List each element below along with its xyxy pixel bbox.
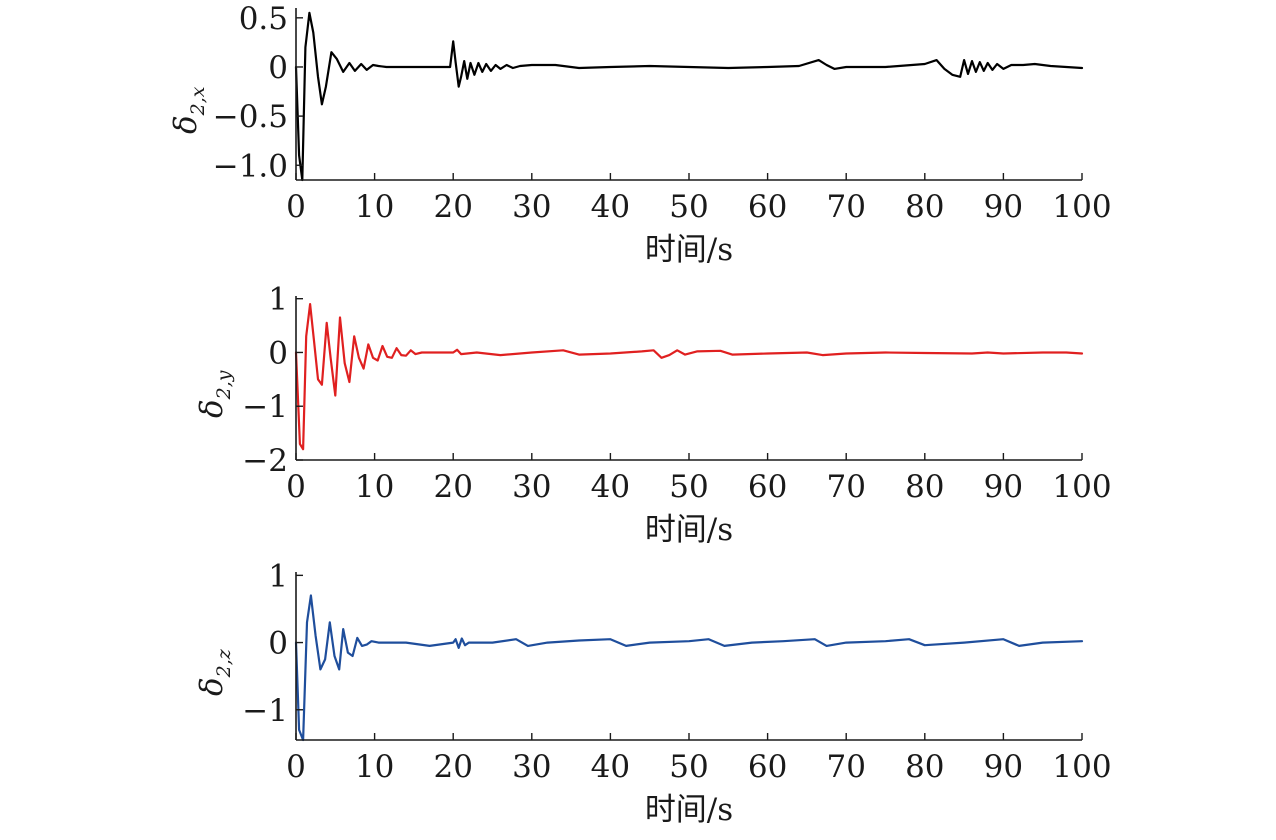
y-tick-label-delta-2x: 0 [268,50,288,86]
x-tick-label-delta-2x: 60 [748,189,787,225]
x-tick-label-delta-2z: 90 [984,749,1023,785]
y-tick-label-delta-2y: −1 [242,389,288,425]
x-tick-label-delta-2y: 40 [591,469,630,505]
x-tick-label-delta-2x: 0 [286,189,306,225]
x-tick-label-delta-2y: 10 [355,469,394,505]
x-tick-label-delta-2z: 0 [286,749,306,785]
x-tick-label-delta-2z: 40 [591,749,630,785]
x-tick-label-delta-2z: 100 [1052,749,1111,785]
x-tick-label-delta-2z: 50 [669,749,708,785]
x-tick-label-delta-2x: 50 [669,189,708,225]
x-axis-label-delta-2y: 时间/s [645,512,733,548]
x-tick-label-delta-2x: 70 [826,189,865,225]
x-tick-label-delta-2x: 90 [984,189,1023,225]
y-tick-label-delta-2z: −1 [242,693,288,729]
y-axis-label-delta-2y: δ2,y [194,370,235,418]
x-tick-label-delta-2y: 100 [1052,469,1111,505]
x-tick-label-delta-2y: 30 [512,469,551,505]
x-tick-label-delta-2x: 20 [433,189,472,225]
series-line-delta-2y [294,303,1084,451]
y-tick-label-delta-2x: −1.0 [213,148,288,184]
y-axis-label-subscript-delta-2z: 2,z [213,648,235,678]
x-tick-label-delta-2z: 80 [905,749,944,785]
x-tick-label-delta-2x: 10 [355,189,394,225]
x-tick-label-delta-2y: 90 [984,469,1023,505]
y-axis-label-subscript-delta-2x: 2,x [187,86,209,116]
x-axis-label-delta-2x: 时间/s [645,232,733,268]
x-tick-label-delta-2z: 20 [433,749,472,785]
y-axis-label-delta-2x: δ2,x [168,86,209,134]
y-tick-label-delta-2y: 1 [268,282,288,318]
panel-delta-2x: 0 10 20 30 40 50 60 70 80 90 100 0.5 0 −0.5 −1.0 时间/s δ2… [168,1,1112,268]
x-tick-label-delta-2y: 80 [905,469,944,505]
y-tick-label-delta-2x: 0.5 [239,1,288,37]
y-tick-label-delta-2z: 0 [268,626,288,662]
y-tick-label-delta-2y: 0 [268,335,288,371]
y-axis-label-symbol-delta-2x: δ [168,115,204,134]
y-axis-label-symbol-delta-2z: δ [194,677,230,696]
x-axis-label-delta-2z: 时间/s [645,792,733,828]
x-tick-label-delta-2z: 60 [748,749,787,785]
x-tick-label-delta-2y: 50 [669,469,708,505]
x-tick-label-delta-2x: 30 [512,189,551,225]
x-tick-label-delta-2z: 10 [355,749,394,785]
series-line-delta-2z [294,594,1084,742]
x-tick-label-delta-2z: 30 [512,749,551,785]
y-tick-label-delta-2x: −0.5 [213,99,288,135]
series-line-delta-2x [294,11,1084,182]
x-tick-label-delta-2z: 70 [826,749,865,785]
x-tick-label-delta-2x: 100 [1052,189,1111,225]
y-axis-label-symbol-delta-2y: δ [194,399,230,418]
x-tick-label-delta-2y: 20 [433,469,472,505]
x-tick-label-delta-2x: 40 [591,189,630,225]
x-tick-label-delta-2y: 70 [826,469,865,505]
y-tick-label-delta-2z: 1 [268,558,288,594]
x-tick-label-delta-2x: 80 [905,189,944,225]
x-tick-label-delta-2y: 60 [748,469,787,505]
y-tick-label-delta-2y: −2 [242,443,288,479]
y-axis-label-delta-2z: δ2,z [194,648,235,696]
x-tick-label-delta-2y: 0 [286,469,306,505]
y-axis-label-subscript-delta-2y: 2,y [213,370,235,400]
